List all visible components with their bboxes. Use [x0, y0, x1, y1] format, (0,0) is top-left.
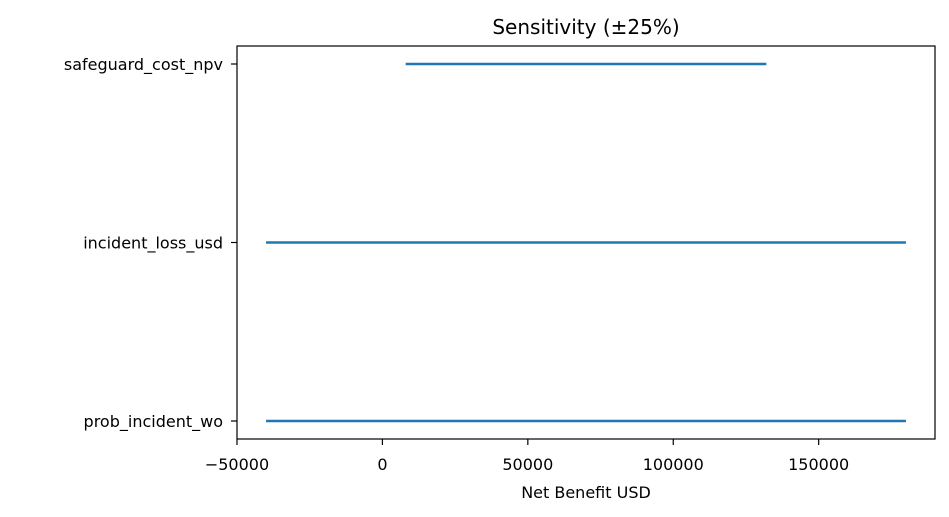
y-tick-label: safeguard_cost_npv: [64, 55, 223, 75]
x-tick-label: 50000: [502, 455, 553, 474]
range-lines: [266, 62, 906, 423]
x-axis-label: Net Benefit USD: [521, 483, 651, 502]
x-axis: −50000 0 50000 100000 150000: [205, 439, 849, 474]
y-tick-label: incident_loss_usd: [83, 234, 223, 254]
chart-title: Sensitivity (±25%): [492, 15, 679, 39]
y-tick-label: prob_incident_wo: [84, 412, 223, 432]
x-tick-label: −50000: [205, 455, 269, 474]
y-axis: safeguard_cost_npv incident_loss_usd prob_…: [64, 55, 237, 432]
x-tick-label: 0: [377, 455, 387, 474]
x-tick-label: 100000: [643, 455, 704, 474]
x-tick-label: 150000: [788, 455, 849, 474]
